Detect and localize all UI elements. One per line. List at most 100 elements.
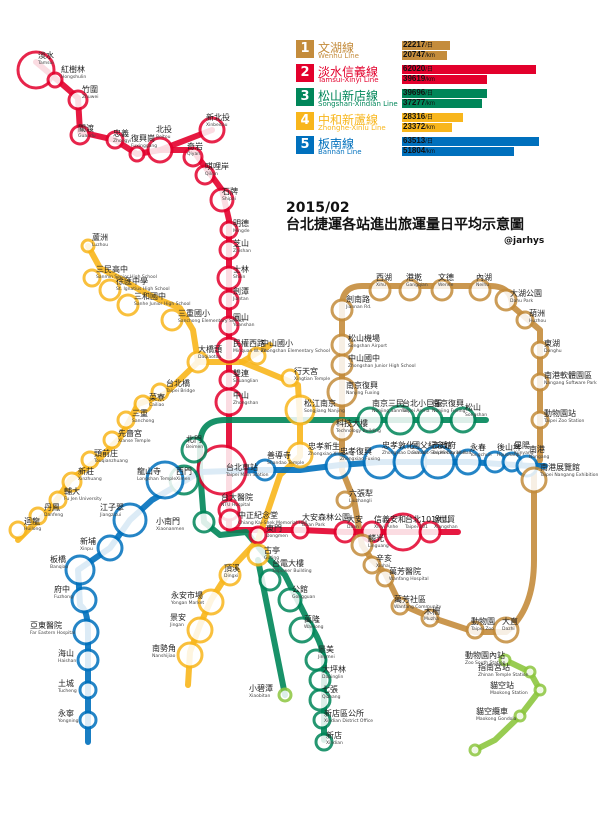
station-name-en: Taipei Arena xyxy=(401,408,430,414)
station-name-en: Tamsui xyxy=(37,60,54,66)
station-name-zh: 劍南路 xyxy=(346,294,370,304)
station-name-zh: 永寧 xyxy=(58,708,74,718)
station-name-en: Fu Jen University xyxy=(64,496,102,502)
station-name-zh: 龍山寺 xyxy=(137,466,161,476)
line-name-en: Tamsui-Xinyi Line xyxy=(318,76,379,84)
station-name-en: Taipei Zoo Station xyxy=(543,418,584,424)
station-name-zh: 南京復興 xyxy=(346,380,378,390)
entries-value: 63513/日 xyxy=(403,136,433,145)
line-name-zh: 淡水信義線 xyxy=(318,65,379,79)
station-ridership-circle xyxy=(78,680,98,700)
station-name-zh: 海山 xyxy=(58,648,74,658)
station-ridership-circle xyxy=(468,278,492,302)
station-name-en: Hongshulin xyxy=(61,74,86,80)
line-name-zh: 板南線 xyxy=(318,137,355,151)
station-ridership-circle xyxy=(192,510,216,534)
entries-bar: 28316/日 xyxy=(402,112,463,122)
station-name-zh: 先嗇宮 xyxy=(118,428,142,438)
station-ridership-circle xyxy=(248,525,268,545)
station-name-zh: 萬芳社區 xyxy=(394,594,426,604)
station-name-en: Maokong Station xyxy=(490,690,528,696)
station-name-en: Jiantan xyxy=(232,296,249,302)
station-name-zh: 中正紀念堂 xyxy=(238,510,278,520)
station-name-zh: 府中 xyxy=(54,584,70,594)
station-ridership-circle xyxy=(494,288,518,312)
station-name-en: Yongan Market xyxy=(170,600,204,606)
station-name-en: Xinhai xyxy=(376,563,390,569)
station-name-en: Sanhe Junior High School xyxy=(134,301,191,307)
station-name-zh: 大湖公園 xyxy=(510,288,542,298)
station-name-en: Linguang xyxy=(368,543,389,549)
station-name-en: Tucheng xyxy=(57,688,77,694)
station-name-zh: 台北車站 xyxy=(226,462,258,472)
station-ridership-circle xyxy=(308,688,332,712)
station-name-en: Zoo South Station xyxy=(465,660,506,666)
station-ridership-circle xyxy=(290,520,310,540)
station-ridership-circle xyxy=(420,444,456,480)
station-name-zh: 江子翠 xyxy=(100,503,124,512)
station-name-en: Beimen xyxy=(186,444,203,450)
station-ridership-circle xyxy=(218,239,240,261)
author-handle: @jarhys xyxy=(504,236,545,246)
station-name-zh: 國父紀念館 xyxy=(412,440,452,450)
station-name-zh: 蘆洲 xyxy=(92,232,108,242)
station-ridership-circle xyxy=(146,136,174,164)
station-ridership-circle xyxy=(449,406,477,434)
station-name-en: Daqiaotou xyxy=(198,354,221,360)
station-name-zh: 徐匯中學 xyxy=(116,276,148,286)
station-name-zh: 中山 xyxy=(233,390,249,400)
station-name-zh: 忠孝復興 xyxy=(340,446,372,456)
station-ridership-circle xyxy=(368,278,392,302)
station-name-en: Shipai xyxy=(222,196,236,202)
station-name-zh: 三和國中 xyxy=(134,291,166,301)
station-name-en: Gangqian xyxy=(406,282,428,288)
station-name-zh: 善導寺 xyxy=(267,450,291,460)
station-name-zh: 明德 xyxy=(233,218,249,228)
station-name-zh: 麟光 xyxy=(368,533,384,543)
map-title: 2015/02 台北捷運各站進出旅運量日平均示意圖 xyxy=(286,200,524,234)
station-ridership-circle xyxy=(418,520,442,544)
station-ridership-circle xyxy=(76,648,100,672)
station-name-zh: 昆陽 xyxy=(514,441,530,450)
station-ridership-circle xyxy=(61,471,83,493)
station-name-zh: 台北101/世貿 xyxy=(405,514,455,524)
station-name-zh: 唭哩岸 xyxy=(205,161,229,171)
station-ridership-circle xyxy=(48,490,68,510)
station-name-zh: 辛亥 xyxy=(376,553,392,563)
station-name-en: Qizhang xyxy=(322,694,341,700)
station-name-en: Qiyan xyxy=(187,151,200,157)
station-name-en: Fuzhong xyxy=(54,594,73,600)
station-name-en: Nanjing Sanmin xyxy=(372,408,408,414)
station-ridership-circle xyxy=(326,376,358,408)
station-ridership-circle xyxy=(176,641,204,669)
station-ridership-circle xyxy=(530,410,550,430)
station-name-en: Huzhou xyxy=(529,318,546,324)
station-name-en: Technology Building xyxy=(335,428,381,434)
station-ridership-circle xyxy=(198,116,226,144)
station-name-zh: 石牌 xyxy=(222,186,238,196)
station-name-en: Danfeng xyxy=(44,512,63,518)
station-name-en: Songshan xyxy=(465,412,487,418)
exits-bar: 51804/km xyxy=(402,146,514,156)
station-name-en: Xindian xyxy=(326,740,343,746)
station-name-en: Dazhi xyxy=(502,626,515,632)
station-name-zh: 南京復興 xyxy=(432,398,464,408)
station-name-en: Mingde xyxy=(233,228,250,234)
station-ridership-circle xyxy=(515,310,535,330)
station-name-zh: 士林 xyxy=(233,264,249,274)
station-name-en: Dapinglin xyxy=(322,674,344,680)
station-name-zh: 科技大樓 xyxy=(336,418,368,428)
entries-bar: 63513/日 xyxy=(402,136,539,146)
station-ridership-circle xyxy=(454,448,482,476)
station-name-zh: 東湖 xyxy=(544,338,560,348)
station-ridership-circle xyxy=(102,430,122,450)
station-ridership-circle xyxy=(356,406,384,434)
station-name-en: Dongmen xyxy=(266,533,288,539)
station-name-en: Sanchong xyxy=(132,418,154,424)
station-name-zh: 劍潭 xyxy=(233,286,249,296)
entries-value: 62020/日 xyxy=(403,64,433,73)
station-name-zh: 台北小巨蛋 xyxy=(402,398,442,408)
station-ridership-circle xyxy=(112,502,148,538)
station-name-zh: 象山 xyxy=(434,514,450,524)
station-ridership-circle xyxy=(253,458,277,482)
